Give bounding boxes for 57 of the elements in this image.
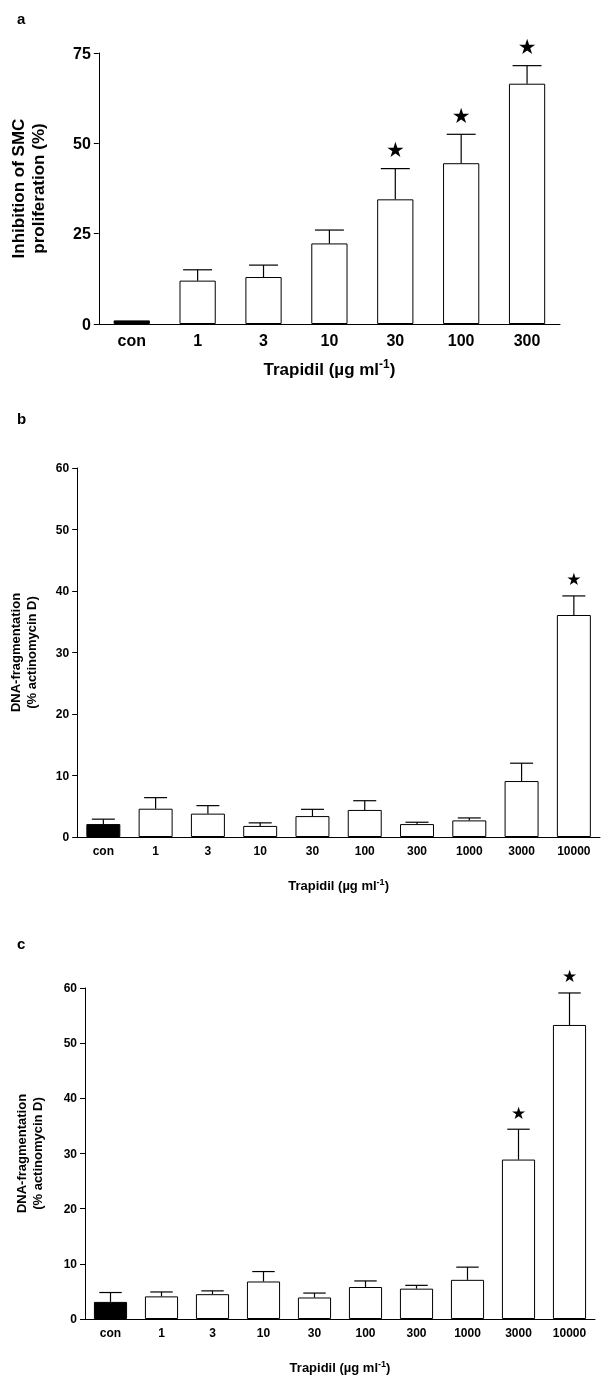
x-tick-label: 300 [513, 331, 541, 349]
y-tick-label: 50 [55, 522, 70, 537]
x-tick-label: 1 [158, 1326, 166, 1340]
y-tick-label: 50 [73, 134, 91, 152]
y-tick-label: 30 [55, 645, 70, 660]
y-tick-label: 0 [81, 315, 91, 333]
x-tick-label: 100 [354, 844, 376, 858]
x-tick-label: 30 [386, 331, 405, 349]
x-tick-label: 100 [355, 1326, 376, 1340]
annotation: ★ [451, 103, 471, 128]
y-tick-label: 10 [55, 768, 70, 783]
y-tick-label: 40 [63, 1091, 78, 1106]
y-tick-label: 50 [63, 1036, 78, 1051]
x-tick-label: 1 [152, 844, 160, 858]
x-tick-label: 1000 [454, 1326, 482, 1340]
x-tick-label: 1 [193, 331, 203, 349]
x-tick-label: 3000 [508, 844, 536, 858]
x-tick-label: 300 [407, 844, 428, 858]
x-tick-label: con [92, 844, 115, 858]
chart-title: a [17, 10, 26, 27]
y-tick-label: 30 [63, 1146, 78, 1161]
x-tick-label: 30 [305, 844, 320, 858]
y-tick-label: 75 [73, 44, 91, 62]
annotation: ★ [566, 569, 582, 590]
annotation: ★ [561, 966, 578, 987]
x-tick-label: con [117, 331, 146, 349]
x-tick-label: 10000 [552, 1326, 587, 1340]
x-tick-label: con [99, 1326, 122, 1340]
x-tick-label: 10 [256, 1326, 271, 1340]
annotation: ★ [385, 138, 405, 163]
x-tick-label: 3 [259, 331, 269, 349]
x-tick-label: 300 [406, 1326, 427, 1340]
x-tick-label: 10 [320, 331, 339, 349]
x-tick-label: 3 [209, 1326, 217, 1340]
chart-title: c [17, 935, 26, 952]
y-tick-label: 20 [55, 707, 70, 721]
y-tick-label: 25 [73, 225, 91, 243]
x-tick-label: 3 [204, 844, 212, 858]
y-tick-label: 60 [63, 981, 78, 995]
x-tick-label: 3000 [505, 1326, 533, 1340]
y-tick-label: 20 [63, 1201, 78, 1216]
x-tick-label: 1000 [455, 844, 483, 858]
y-axis-title: Inhibition of SMC proliferation (%) [8, 118, 49, 259]
y-axis-title: DNA-fragmentation (% actinomycin D) [14, 1093, 45, 1214]
y-axis-title: DNA-fragmentation (% actinomycin D) [8, 592, 39, 713]
y-tick-label: 40 [55, 584, 70, 598]
y-tick-label: 60 [55, 461, 70, 475]
chart-title: b [17, 410, 27, 427]
annotation: ★ [517, 35, 537, 60]
y-tick-label: 0 [62, 830, 70, 844]
x-tick-label: 100 [447, 331, 475, 349]
x-tick-label: 30 [307, 1326, 322, 1340]
x-tick-label: 10 [253, 844, 268, 858]
y-tick-label: 0 [70, 1312, 78, 1326]
y-tick-label: 10 [63, 1256, 78, 1271]
x-tick-label: 10000 [557, 844, 591, 858]
annotation: ★ [510, 1102, 527, 1123]
